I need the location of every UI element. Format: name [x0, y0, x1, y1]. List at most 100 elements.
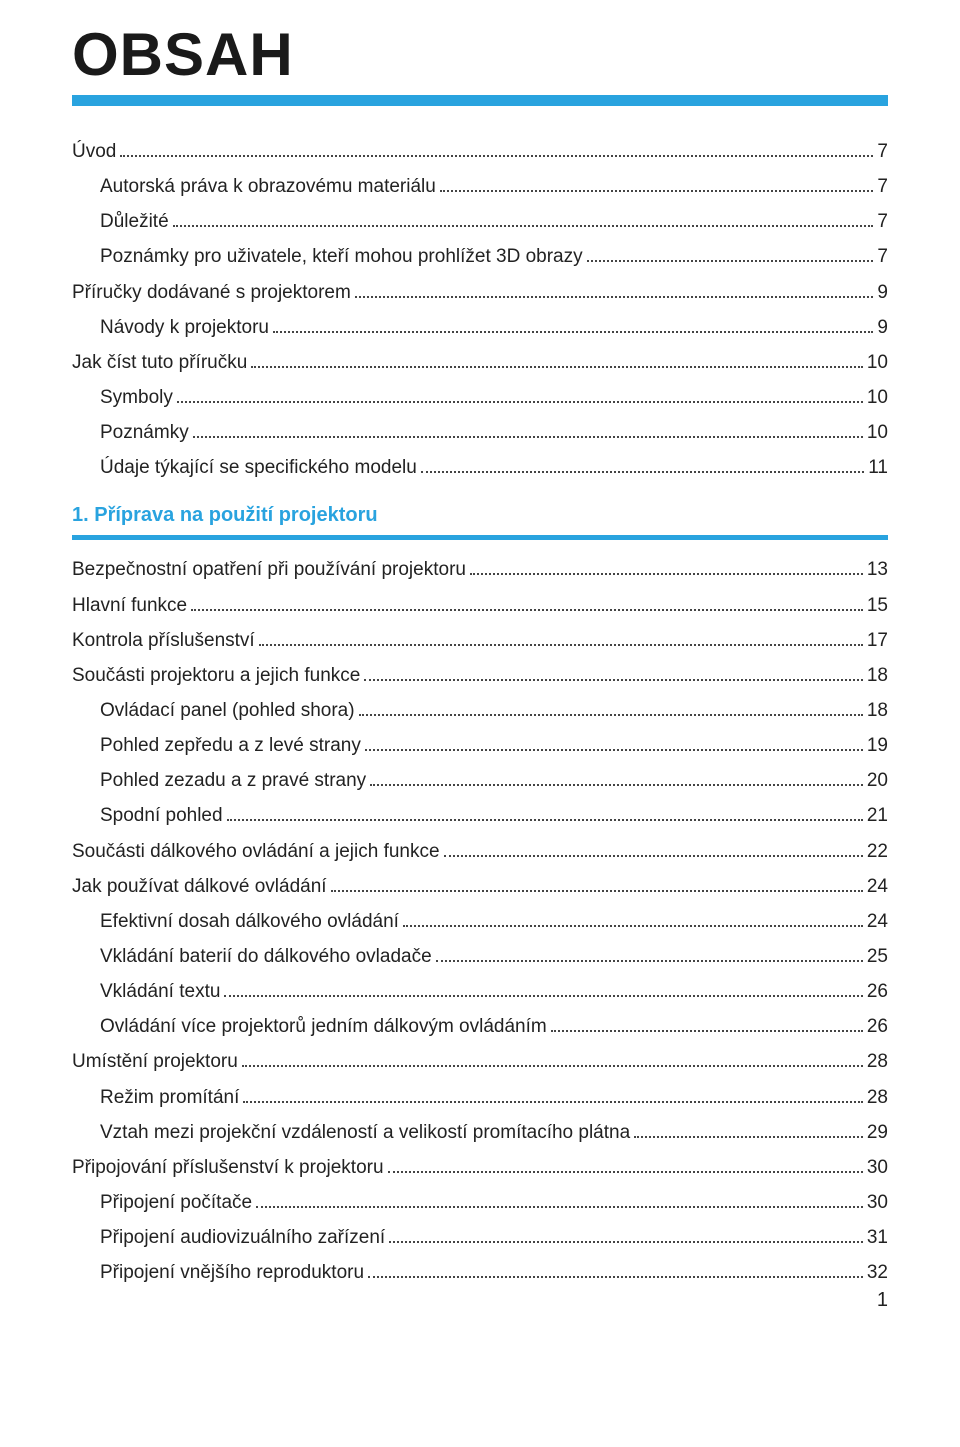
toc-row[interactable]: Jak používat dálkové ovládání 24	[72, 869, 888, 904]
toc-entry-label: Úvod	[72, 134, 116, 169]
toc-row[interactable]: Vztah mezi projekční vzdáleností a velik…	[72, 1115, 888, 1150]
toc-entry-label: Vztah mezi projekční vzdáleností a velik…	[100, 1115, 630, 1150]
toc-leader-dots	[364, 666, 863, 681]
toc-entry-page: 19	[867, 728, 888, 763]
toc-leader-dots	[227, 806, 863, 821]
toc-entry-page: 15	[867, 588, 888, 623]
toc-entry-page: 10	[867, 415, 888, 450]
toc-entry-page: 25	[867, 939, 888, 974]
toc-entry-page: 24	[867, 869, 888, 904]
toc-row[interactable]: Připojení počítače 30	[72, 1185, 888, 1220]
toc-entry-label: Poznámky pro uživatele, kteří mohou proh…	[100, 239, 583, 274]
toc-entry-label: Připojování příslušenství k projektoru	[72, 1150, 384, 1185]
toc-entry-label: Autorská práva k obrazovému materiálu	[100, 169, 436, 204]
toc-entry-label: Pohled zepředu a z levé strany	[100, 728, 361, 763]
toc-row[interactable]: Bezpečnostní opatření při používání proj…	[72, 552, 888, 587]
toc-leader-dots	[587, 247, 874, 262]
toc-leader-dots	[243, 1087, 862, 1102]
toc-entry-page: 7	[877, 169, 888, 204]
toc-entry-label: Připojení vnějšího reproduktoru	[100, 1255, 364, 1290]
toc-leader-dots	[388, 1158, 863, 1173]
toc-leader-dots	[224, 982, 862, 997]
toc-row[interactable]: Připojování příslušenství k projektoru 30	[72, 1150, 888, 1185]
toc-leader-dots	[173, 212, 874, 227]
toc-row[interactable]: Příručky dodávané s projektorem9	[72, 275, 888, 310]
toc-entry-page: 30	[867, 1150, 888, 1185]
toc-row[interactable]: Vkládání textu 26	[72, 974, 888, 1009]
toc-entry-label: Návody k projektoru	[100, 310, 269, 345]
toc-entry-label: Připojení audiovizuálního zařízení	[100, 1220, 385, 1255]
toc-entry-label: Bezpečnostní opatření při používání proj…	[72, 552, 466, 587]
accent-bar-section	[72, 535, 888, 540]
toc-leader-dots	[273, 318, 873, 333]
toc-entry-label: Symboly	[100, 380, 173, 415]
toc-entry-label: Umístění projektoru	[72, 1044, 238, 1079]
toc-leader-dots	[551, 1017, 863, 1032]
toc-leader-dots	[444, 841, 863, 856]
toc-entry-page: 13	[867, 552, 888, 587]
toc-entry-label: Součásti projektoru a jejich funkce	[72, 658, 360, 693]
toc-row[interactable]: Ovládání více projektorů jedním dálkovým…	[72, 1009, 888, 1044]
toc-entry-label: Režim promítání	[100, 1080, 239, 1115]
toc-row[interactable]: Připojení vnějšího reproduktoru 32	[72, 1255, 888, 1290]
toc-row[interactable]: Umístění projektoru28	[72, 1044, 888, 1079]
toc-row[interactable]: Autorská práva k obrazovému materiálu 7	[72, 169, 888, 204]
toc-page: OBSAH Úvod7Autorská práva k obrazovému m…	[0, 0, 960, 1330]
toc-row[interactable]: Poznámky pro uživatele, kteří mohou proh…	[72, 239, 888, 274]
toc-entry-label: Vkládání textu	[100, 974, 220, 1009]
toc-entry-page: 26	[867, 974, 888, 1009]
toc-row[interactable]: Režim promítání 28	[72, 1080, 888, 1115]
toc-row[interactable]: Úvod7	[72, 134, 888, 169]
toc-row[interactable]: Návody k projektoru9	[72, 310, 888, 345]
toc-row[interactable]: Kontrola příslušenství 17	[72, 623, 888, 658]
toc-entry-page: 32	[867, 1255, 888, 1290]
toc-row[interactable]: Efektivní dosah dálkového ovládání 24	[72, 904, 888, 939]
toc-entry-page: 17	[867, 623, 888, 658]
toc-row[interactable]: Ovládací panel (pohled shora)18	[72, 693, 888, 728]
toc-entry-label: Údaje týkající se specifického modelu	[100, 450, 417, 485]
toc-leader-dots	[259, 631, 863, 646]
toc-leader-dots	[355, 282, 874, 297]
toc-leader-dots	[193, 423, 863, 438]
toc-entry-label: Kontrola příslušenství	[72, 623, 255, 658]
toc-row[interactable]: Spodní pohled 21	[72, 798, 888, 833]
toc-row[interactable]: Jak číst tuto příručku10	[72, 345, 888, 380]
toc-leader-dots	[251, 353, 863, 368]
toc-entry-page: 21	[867, 798, 888, 833]
toc-entry-label: Poznámky	[100, 415, 189, 450]
toc-entry-label: Připojení počítače	[100, 1185, 252, 1220]
toc-leader-dots	[470, 560, 863, 575]
toc-entry-page: 28	[867, 1080, 888, 1115]
toc-row[interactable]: Pohled zezadu a z pravé strany20	[72, 763, 888, 798]
toc-row[interactable]: Pohled zepředu a z levé strany 19	[72, 728, 888, 763]
toc-entry-page: 30	[867, 1185, 888, 1220]
toc-leader-dots	[256, 1193, 863, 1208]
toc-leader-dots	[634, 1122, 863, 1137]
toc-entry-page: 18	[867, 658, 888, 693]
toc-row[interactable]: Poznámky 10	[72, 415, 888, 450]
toc-row[interactable]: Hlavní funkce15	[72, 588, 888, 623]
toc-leader-dots	[389, 1228, 863, 1243]
toc-entry-page: 29	[867, 1115, 888, 1150]
toc-row[interactable]: Připojení audiovizuálního zařízení31	[72, 1220, 888, 1255]
toc-leader-dots	[370, 771, 863, 786]
toc-entry-label: Jak používat dálkové ovládání	[72, 869, 327, 904]
toc-entry-label: Spodní pohled	[100, 798, 223, 833]
toc-entry-page: 24	[867, 904, 888, 939]
toc-leader-dots	[359, 701, 863, 716]
toc-entry-page: 10	[867, 345, 888, 380]
toc-leader-dots	[421, 458, 864, 473]
toc-leader-dots	[331, 876, 863, 891]
toc-row[interactable]: Důležité7	[72, 204, 888, 239]
toc-entry-page: 26	[867, 1009, 888, 1044]
toc-row[interactable]: Údaje týkající se specifického modelu11	[72, 450, 888, 485]
toc-entry-label: Součásti dálkového ovládání a jejich fun…	[72, 834, 440, 869]
page-number: 1	[877, 1289, 888, 1312]
toc-entry-label: Efektivní dosah dálkového ovládání	[100, 904, 399, 939]
toc-entry-label: Příručky dodávané s projektorem	[72, 275, 351, 310]
toc-leader-dots	[191, 595, 863, 610]
toc-row[interactable]: Vkládání baterií do dálkového ovladače25	[72, 939, 888, 974]
toc-row[interactable]: Součásti projektoru a jejich funkce 18	[72, 658, 888, 693]
toc-row[interactable]: Součásti dálkového ovládání a jejich fun…	[72, 834, 888, 869]
toc-row[interactable]: Symboly10	[72, 380, 888, 415]
